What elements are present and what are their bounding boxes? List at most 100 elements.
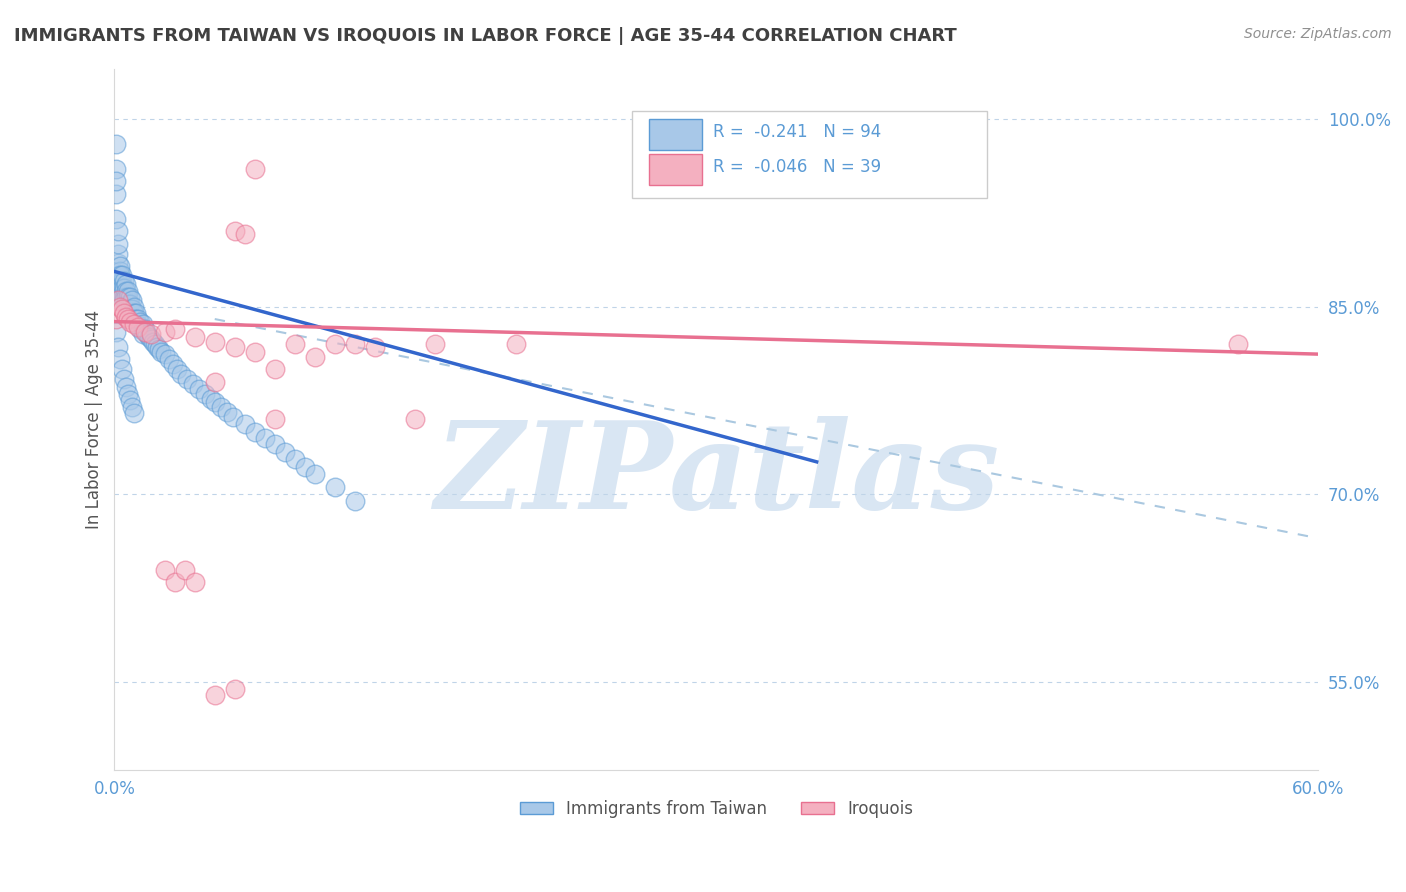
Point (183, 575, 205, 590)
Point (425, 337, 447, 351)
Point (117, 297, 139, 311)
Point (284, 452, 307, 467)
Point (204, 375, 226, 389)
Point (181, 377, 204, 392)
Point (107, 236, 129, 251)
Point (135, 327, 157, 342)
Point (204, 334, 226, 349)
Point (124, 312, 146, 326)
Point (169, 367, 191, 381)
Point (141, 334, 163, 349)
Point (134, 325, 156, 339)
Point (127, 319, 149, 334)
Point (105, 174, 128, 188)
Point (107, 247, 129, 261)
Point (294, 459, 316, 474)
Point (204, 688, 226, 702)
Point (111, 362, 134, 376)
Point (243, 344, 266, 359)
Point (115, 289, 138, 303)
Point (143, 337, 166, 351)
Point (114, 372, 136, 386)
Point (157, 352, 180, 367)
Point (264, 362, 287, 376)
Point (105, 186, 128, 201)
Point (163, 575, 186, 590)
Point (111, 301, 134, 316)
Point (153, 347, 176, 361)
Point (163, 322, 186, 336)
Point (222, 409, 245, 424)
Point (209, 400, 232, 414)
Point (120, 314, 142, 328)
Point (110, 293, 132, 308)
Point (120, 289, 142, 303)
Point (111, 268, 134, 283)
Point (107, 293, 129, 308)
Point (149, 344, 172, 359)
Point (124, 300, 146, 314)
Point (120, 297, 142, 311)
Point (162, 357, 184, 371)
Point (125, 306, 148, 320)
Legend: Immigrants from Taiwan, Iroquois: Immigrants from Taiwan, Iroquois (513, 794, 920, 825)
Point (224, 224, 246, 238)
Point (194, 387, 217, 401)
Point (111, 281, 134, 295)
Text: Source: ZipAtlas.com: Source: ZipAtlas.com (1244, 27, 1392, 41)
Point (344, 337, 367, 351)
Point (114, 289, 136, 303)
Point (127, 318, 149, 333)
Point (253, 431, 276, 445)
Point (264, 437, 287, 451)
Point (153, 563, 176, 577)
Y-axis label: In Labor Force | Age 35-44: In Labor Force | Age 35-44 (86, 310, 103, 529)
Point (124, 317, 146, 331)
Point (183, 329, 205, 343)
Point (110, 300, 132, 314)
Point (284, 337, 307, 351)
Point (110, 281, 132, 295)
Point (107, 224, 129, 238)
Point (110, 275, 132, 289)
Point (304, 467, 326, 482)
Point (114, 293, 136, 308)
Point (107, 340, 129, 354)
Point (110, 260, 132, 274)
Point (124, 306, 146, 320)
Point (111, 275, 134, 289)
Point (323, 337, 346, 351)
Point (364, 340, 387, 354)
Point (117, 387, 139, 401)
Point (105, 312, 128, 326)
Point (153, 325, 176, 339)
Point (176, 372, 198, 386)
FancyBboxPatch shape (633, 111, 987, 198)
Point (404, 412, 426, 426)
Point (105, 325, 128, 339)
Point (304, 350, 326, 364)
Point (105, 136, 128, 151)
Point (117, 289, 139, 303)
Point (264, 412, 287, 426)
Point (111, 289, 134, 303)
Point (215, 405, 238, 419)
FancyBboxPatch shape (650, 154, 702, 185)
Point (145, 340, 167, 354)
Point (344, 493, 367, 508)
Point (233, 417, 256, 432)
Point (110, 352, 132, 367)
Point (114, 275, 136, 289)
Point (121, 293, 143, 308)
Point (115, 285, 138, 299)
Point (107, 275, 129, 289)
Text: R =  -0.241   N = 94: R = -0.241 N = 94 (713, 123, 882, 141)
Point (120, 304, 142, 318)
Point (243, 161, 266, 176)
Point (125, 312, 148, 326)
Point (1227, 337, 1250, 351)
Point (115, 277, 138, 291)
Point (204, 394, 226, 409)
Point (173, 563, 195, 577)
Point (114, 306, 136, 320)
